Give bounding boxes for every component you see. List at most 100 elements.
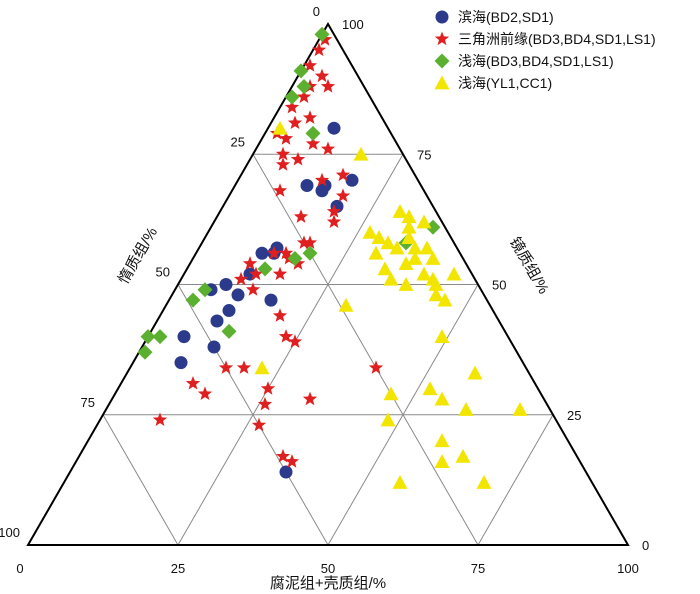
star-point — [305, 136, 321, 150]
triangle-point — [353, 146, 369, 161]
star-point — [248, 266, 264, 281]
legend-marker-diamond — [434, 53, 450, 69]
triangle-point — [392, 204, 408, 218]
triangle-point — [401, 230, 417, 244]
star-point — [302, 235, 318, 249]
star-point — [287, 334, 303, 348]
circle-point — [210, 314, 224, 328]
star-point — [314, 172, 330, 187]
diamond-point — [302, 245, 318, 261]
right-tick-label: 100 — [342, 17, 364, 32]
circle-point — [279, 465, 293, 479]
star-point — [245, 282, 261, 296]
star-point — [218, 360, 234, 374]
triangle-point — [512, 402, 528, 416]
grid-line — [477, 414, 554, 546]
triangle-point — [371, 230, 387, 244]
star-point — [272, 308, 288, 322]
diamond-point — [152, 329, 168, 345]
bottom-tick-label: 75 — [471, 561, 485, 576]
legend-entry-label: 浅海(BD3,BD4,SD1,LS1) — [458, 53, 614, 69]
bottom-tick-label: 50 — [321, 561, 335, 576]
star-point — [275, 146, 291, 161]
star-point — [272, 266, 288, 281]
star-point — [335, 167, 351, 182]
legend-entry-label: 滨海(BD2,SD1) — [458, 9, 554, 25]
diamond-point — [425, 219, 441, 235]
triangle-point — [398, 256, 414, 271]
triangle-point — [254, 360, 270, 375]
triangle-point — [416, 266, 432, 281]
star-point — [326, 204, 342, 218]
left-tick-label: 100 — [0, 525, 20, 540]
tick-labels: 0 0 0 25 25 25 50 50 50 75 75 75 100 100 100 — [0, 4, 649, 576]
triangle-point — [476, 474, 492, 489]
grid-line — [252, 154, 479, 546]
star-point — [278, 245, 294, 260]
triangle-point — [434, 433, 450, 448]
star-point — [293, 209, 309, 223]
triangle-point — [392, 474, 408, 489]
triangle-point — [338, 297, 354, 312]
star-point — [266, 245, 282, 260]
diamond-point — [296, 79, 312, 95]
triangle-point — [419, 240, 435, 255]
diamond-point — [185, 292, 201, 308]
star-point — [233, 271, 249, 286]
circle-point — [177, 330, 191, 344]
bottom-tick-label: 0 — [16, 561, 23, 576]
bottom-tick-label: 100 — [617, 561, 639, 576]
star-point — [197, 386, 213, 400]
triangle-point — [455, 448, 471, 463]
star-point — [185, 375, 201, 390]
star-point — [278, 131, 294, 145]
triangle-point — [377, 261, 393, 276]
circle-point — [231, 288, 245, 302]
right-tick-label: 0 — [642, 538, 649, 553]
circle-point — [222, 304, 236, 318]
diamond-point — [293, 63, 309, 79]
left-tick-label: 0 — [313, 4, 320, 19]
star-point — [302, 58, 318, 72]
star-point — [257, 396, 273, 411]
grid-line — [177, 284, 329, 546]
star-point — [272, 183, 288, 197]
triangle-point — [416, 214, 432, 229]
star-point — [302, 391, 318, 406]
star-point — [296, 235, 312, 249]
grid-line — [177, 154, 404, 546]
star-point — [320, 79, 336, 93]
star-point — [335, 188, 351, 202]
star-point — [242, 256, 258, 270]
triangle-point — [401, 219, 417, 234]
triangle-point — [383, 386, 399, 401]
triangle-point — [398, 277, 414, 291]
bottom-axis-title: 腐泥组+壳质组/% — [270, 574, 386, 592]
grid-lines — [102, 153, 554, 546]
series-triangle — [254, 120, 528, 489]
circle-point — [345, 173, 359, 187]
left-tick-label: 50 — [156, 265, 170, 280]
left-tick-label: 75 — [81, 395, 95, 410]
series-star — [152, 32, 384, 468]
triangle-point — [383, 271, 399, 286]
diamond-point — [140, 329, 156, 345]
triangle-point — [458, 402, 474, 416]
star-point — [278, 329, 294, 343]
star-point — [314, 68, 330, 83]
triangle-point — [428, 277, 444, 291]
legend-marker-triangle — [434, 75, 450, 90]
right-tick-label: 50 — [492, 278, 506, 293]
circle-point — [174, 356, 188, 370]
triangle-point — [380, 412, 396, 427]
circle-point — [300, 179, 314, 193]
circle-point — [327, 121, 341, 135]
diamond-point — [287, 250, 303, 266]
series-circle — [174, 121, 359, 479]
right-tick-label: 25 — [567, 408, 581, 423]
triangle-point — [422, 381, 438, 396]
triangle-point — [407, 250, 423, 265]
legend-marker-star — [434, 31, 450, 46]
triangle-point — [434, 454, 450, 469]
